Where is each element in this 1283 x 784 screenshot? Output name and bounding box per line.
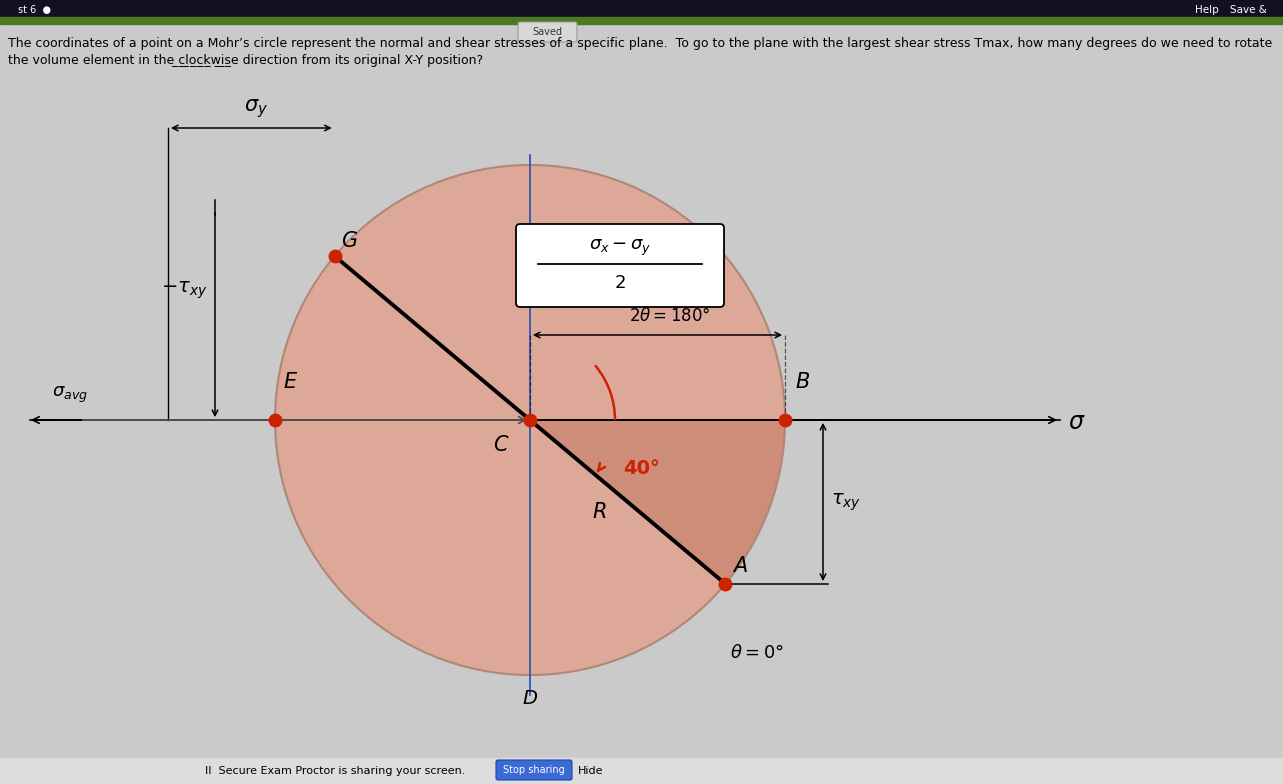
Text: $\sigma_x - \sigma_y$: $\sigma_x - \sigma_y$ xyxy=(589,238,652,258)
Circle shape xyxy=(275,165,785,675)
Text: Hide: Hide xyxy=(579,766,603,776)
Text: 40°: 40° xyxy=(624,459,659,477)
Text: II  Secure Exam Proctor is sharing your screen.: II Secure Exam Proctor is sharing your s… xyxy=(205,766,466,776)
Text: The coordinates of a point on a Mohr’s circle represent the normal and shear str: The coordinates of a point on a Mohr’s c… xyxy=(8,37,1273,50)
Text: G: G xyxy=(341,231,357,251)
Text: Stop sharing: Stop sharing xyxy=(503,765,565,775)
Polygon shape xyxy=(530,420,785,584)
FancyBboxPatch shape xyxy=(518,22,577,42)
Text: E: E xyxy=(284,372,296,392)
Text: Help: Help xyxy=(1194,5,1219,15)
FancyBboxPatch shape xyxy=(516,224,724,307)
Text: Saved: Saved xyxy=(532,27,562,37)
Text: the volume element in the ̲c̲l̲o̲c̲k̲w̲i̲s̲e direction from its original X-Y pos: the volume element in the ̲c̲l̲o̲c̲k̲w̲i… xyxy=(8,54,484,67)
Text: $2\theta = 180°$: $2\theta = 180°$ xyxy=(630,307,711,325)
FancyBboxPatch shape xyxy=(497,760,572,780)
Text: B: B xyxy=(795,372,810,392)
Text: 2: 2 xyxy=(615,274,626,292)
Text: $-\tau_{xy}$: $-\tau_{xy}$ xyxy=(160,279,207,301)
Text: st 6  ●: st 6 ● xyxy=(18,5,51,15)
Text: $\sigma_{avg}$: $\sigma_{avg}$ xyxy=(53,385,89,405)
Text: Save &: Save & xyxy=(1230,5,1266,15)
Bar xyxy=(0,0,1283,20)
Text: $\sigma$: $\sigma$ xyxy=(1067,410,1085,434)
Text: A: A xyxy=(734,556,748,576)
Text: D: D xyxy=(522,689,538,708)
Text: $\tau_{xy}$: $\tau_{xy}$ xyxy=(831,492,861,513)
Text: C: C xyxy=(494,435,508,455)
Text: $\sigma_y$: $\sigma_y$ xyxy=(244,97,268,120)
Text: $\theta = 0°$: $\theta = 0°$ xyxy=(730,644,784,662)
Text: R: R xyxy=(593,502,607,522)
Bar xyxy=(0,17,1283,24)
Bar xyxy=(0,758,1283,784)
